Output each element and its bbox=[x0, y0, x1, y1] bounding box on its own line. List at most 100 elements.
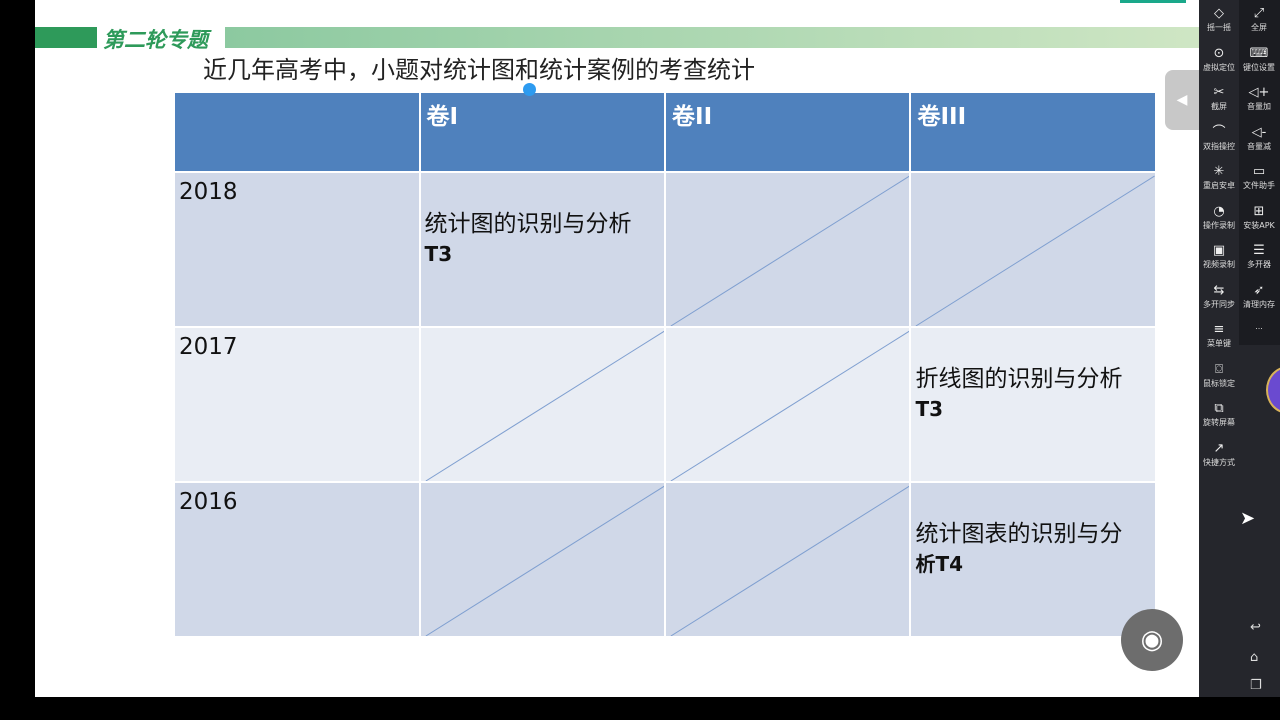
topic-text: 折线图的识别与分析 bbox=[915, 366, 1123, 392]
logo: 第二轮专题 bbox=[103, 27, 208, 52]
empty-cell bbox=[418, 481, 667, 638]
diagonal-line bbox=[666, 483, 909, 636]
sidebar-item[interactable]: ⊙ 虚拟定位 bbox=[1199, 46, 1239, 73]
sidebar-item[interactable]: ☰ 多开器 bbox=[1239, 243, 1279, 270]
sidebar-item-label: 安装APK bbox=[1243, 220, 1275, 230]
sidebar: ◇ 摇一摇 ⤢ 全屏 ⊙ 虚拟定位 ⌨ 键位设置 ✂ 截屏 ◁+ 音量加 ⌒ 双指操控 ◁- 音量减 ✳ 重启安卓… bbox=[1199, 0, 1280, 697]
home-icon[interactable]: ⌂ bbox=[1250, 650, 1259, 665]
topic-text: 统计图表的识别与分 bbox=[915, 521, 1123, 547]
multi-icon: ☰ bbox=[1253, 243, 1265, 258]
sidebar-item[interactable]: ↗ 快捷方式 bbox=[1199, 441, 1239, 468]
sidebar-item[interactable]: ◁- 音量减 bbox=[1239, 125, 1279, 152]
year-cell: 2017 bbox=[173, 326, 421, 483]
sidebar-item-label: 全屏 bbox=[1251, 23, 1267, 32]
stats-table: 卷I 卷II 卷III 2018 统计图的识别与分析 T3 2017 折线图的识别与分析… bbox=[173, 91, 1157, 638]
sidebar-item[interactable]: ◔ 操作录制 bbox=[1199, 204, 1239, 231]
pointer-dot bbox=[523, 83, 536, 96]
sidebar-item[interactable]: ⧉ 旋转屏幕 bbox=[1199, 401, 1239, 428]
sidebar-item-label: 虚拟定位 bbox=[1203, 62, 1235, 72]
sidebar-item-label: 多开同步 bbox=[1203, 299, 1235, 309]
sidebar-item[interactable]: ⊞ 安装APK bbox=[1239, 204, 1279, 231]
sidebar-item[interactable]: ⌼ 鼠标锁定 bbox=[1199, 362, 1239, 389]
monitor-icon: ▭ bbox=[1252, 164, 1266, 179]
mouse-lock-icon: ⌼ bbox=[1215, 361, 1223, 377]
volume-down-icon: ◁- bbox=[1251, 124, 1267, 140]
question-tag: T3 bbox=[424, 242, 453, 266]
sidebar-item[interactable]: ▣ 视频录制 bbox=[1199, 243, 1239, 270]
question-tag: 析T4 bbox=[915, 552, 964, 576]
sidebar-item[interactable]: ≡ 菜单键 bbox=[1199, 322, 1239, 349]
empty-cell bbox=[664, 326, 912, 483]
sidebar-item[interactable]: ▭ 文件助手 bbox=[1239, 164, 1279, 191]
sidebar-item-label: 视频录制 bbox=[1203, 260, 1235, 269]
diagonal-line bbox=[911, 173, 1155, 326]
fingerprint-icon: ⌒ bbox=[1212, 124, 1226, 140]
fullscreen-icon: ⤢ bbox=[1253, 6, 1265, 21]
sidebar-item[interactable]: ➶ 清理内存 bbox=[1239, 283, 1279, 310]
sidebar-item[interactable]: ⌨ 键位设置 bbox=[1239, 46, 1279, 73]
sidebar-item-label: 重启安卓 bbox=[1203, 181, 1235, 190]
sidebar-item[interactable]: ◁+ 音量加 bbox=[1239, 85, 1279, 112]
sidebar-item[interactable]: ⇆ 多开同步 bbox=[1199, 283, 1239, 310]
header-cell bbox=[173, 91, 421, 173]
sidebar-item-label: 操作录制 bbox=[1203, 220, 1235, 230]
slide-title: 近几年高考中，小题对统计图和统计案例的考查统计 bbox=[203, 56, 755, 84]
sidebar-item[interactable]: ✳ 重启安卓 bbox=[1199, 164, 1239, 191]
diagonal-line bbox=[421, 483, 664, 636]
header-cell: 卷II bbox=[664, 91, 912, 173]
sidebar-item-label: 鼠标锁定 bbox=[1203, 378, 1235, 388]
table-header-row: 卷I 卷II 卷III bbox=[173, 91, 1157, 173]
location-icon: ⊙ bbox=[1213, 45, 1225, 61]
sidebar-item-label: 截屏 bbox=[1211, 102, 1227, 111]
shortcut-icon: ↗ bbox=[1213, 440, 1225, 456]
header-bar-right bbox=[225, 27, 1199, 48]
sidebar-item-label: 音量减 bbox=[1247, 141, 1271, 151]
volume-up-icon: ◁+ bbox=[1248, 85, 1270, 100]
restart-icon: ✳ bbox=[1213, 164, 1225, 179]
sidebar-item-label: 键位设置 bbox=[1243, 62, 1275, 72]
diagonal-line bbox=[666, 173, 909, 326]
question-tag: T3 bbox=[915, 397, 944, 421]
sidebar-item-label: 清理内存 bbox=[1243, 299, 1275, 309]
empty-cell bbox=[664, 171, 912, 328]
sidebar-item-label: ... bbox=[1255, 322, 1263, 331]
empty-cell bbox=[664, 481, 912, 638]
sidebar-item-label: 菜单键 bbox=[1207, 339, 1231, 348]
rotate-icon: ⧉ bbox=[1214, 401, 1224, 416]
slide: 第二轮专题 近几年高考中，小题对统计图和统计案例的考查统计 卷I 卷II 卷II… bbox=[35, 0, 1199, 697]
sidebar-item[interactable]: ◇ 摇一摇 bbox=[1199, 6, 1239, 33]
camera-button[interactable]: ◉ bbox=[1121, 609, 1183, 671]
diagonal-line bbox=[666, 328, 909, 481]
sidebar-item[interactable]: ✂ 截屏 bbox=[1199, 85, 1239, 112]
apk-icon: ⊞ bbox=[1253, 203, 1265, 219]
year-cell: 2016 bbox=[173, 481, 421, 638]
topic-cell: 折线图的识别与分析 T3 bbox=[909, 326, 1157, 483]
sidebar-item-label: 双指操控 bbox=[1203, 141, 1235, 151]
empty-cell bbox=[418, 326, 667, 483]
menu-icon: ≡ bbox=[1213, 322, 1225, 337]
header-bar-left bbox=[35, 27, 97, 48]
empty-cell bbox=[909, 171, 1157, 328]
header-cell: 卷I bbox=[418, 91, 667, 173]
mouse-cursor-icon: ➤ bbox=[1240, 508, 1256, 529]
top-accent bbox=[1120, 0, 1186, 3]
back-icon[interactable]: ↩ bbox=[1250, 620, 1261, 635]
header-cell: 卷III bbox=[909, 91, 1157, 173]
sync-icon: ⇆ bbox=[1213, 282, 1225, 298]
recent-apps-icon[interactable]: ❐ bbox=[1250, 678, 1262, 693]
sidebar-item-label: 快捷方式 bbox=[1203, 457, 1235, 467]
diagonal-line bbox=[421, 328, 664, 481]
table-row: 2017 折线图的识别与分析 T3 bbox=[173, 326, 1157, 483]
sidebar-item-label: 音量加 bbox=[1247, 102, 1271, 111]
sidebar-item[interactable]: ⌒ 双指操控 bbox=[1199, 125, 1239, 152]
table-row: 2016 统计图表的识别与分 析T4 bbox=[173, 481, 1157, 638]
sidebar-item-label: 多开器 bbox=[1247, 260, 1271, 269]
sidebar-item[interactable]: ... bbox=[1239, 322, 1279, 331]
sidebar-item-label: 摇一摇 bbox=[1207, 23, 1231, 32]
topic-cell: 统计图表的识别与分 析T4 bbox=[909, 481, 1157, 638]
table-row: 2018 统计图的识别与分析 T3 bbox=[173, 171, 1157, 328]
collapse-sidebar-button[interactable]: ◀ bbox=[1165, 70, 1199, 130]
sidebar-item[interactable]: ⤢ 全屏 bbox=[1239, 6, 1279, 33]
video-icon: ▣ bbox=[1212, 243, 1226, 258]
sidebar-item-label: 旋转屏幕 bbox=[1203, 418, 1235, 427]
